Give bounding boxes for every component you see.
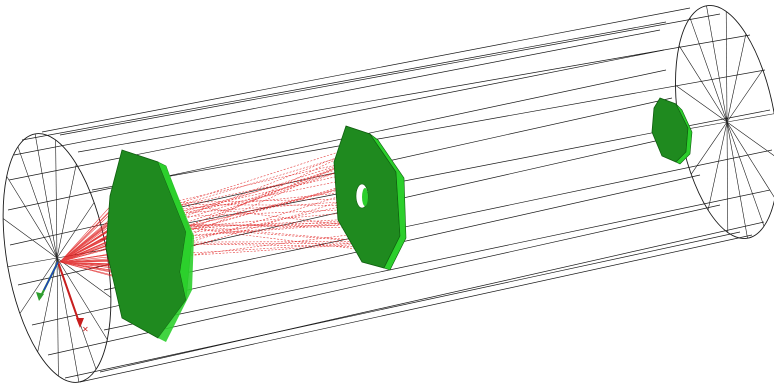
cap-spoke (725, 11, 728, 123)
cap-spoke (678, 45, 728, 123)
ray (158, 160, 355, 206)
ray (163, 149, 345, 209)
cap-spoke (37, 257, 58, 352)
ray (143, 152, 373, 244)
cap-spoke (56, 257, 59, 377)
cap-spoke (690, 121, 728, 175)
large-plate[interactable] (105, 149, 194, 342)
cap-spoke (2, 218, 58, 259)
ray (167, 220, 370, 238)
ray (158, 163, 342, 224)
cap-spoke (34, 133, 58, 259)
cap-spoke (726, 121, 748, 239)
cap-spoke (56, 257, 112, 298)
ray (156, 172, 352, 217)
cap-spoke (675, 84, 728, 123)
middle-plate[interactable] (333, 125, 407, 271)
ray (154, 200, 355, 216)
cap-spoke (726, 121, 765, 227)
x-axis-icon: ✕ (82, 325, 89, 334)
ray (164, 202, 360, 245)
cap-spoke (7, 257, 58, 267)
ray (164, 170, 342, 225)
ray (154, 224, 339, 226)
cap-spoke (56, 202, 95, 259)
cap-spoke (726, 121, 774, 198)
cap-spoke (55, 139, 58, 259)
ray-bundle (59, 149, 377, 280)
cylinder-right-cap (675, 5, 774, 239)
ray (145, 223, 348, 240)
z-axis (43, 261, 59, 291)
cap-spoke (17, 146, 58, 259)
ray (161, 212, 348, 230)
x-axis (57, 261, 81, 326)
ray (154, 198, 350, 204)
cap-spoke (707, 121, 728, 211)
ray (153, 222, 360, 241)
cap-spoke (726, 33, 747, 123)
cap-spoke (726, 113, 774, 123)
cap-spoke (19, 257, 58, 314)
ray (168, 188, 340, 232)
ray (168, 183, 352, 237)
axis-triad: ✕ (36, 261, 89, 334)
cap-spoke (56, 257, 108, 340)
cap-spoke (6, 176, 58, 259)
cap-spoke (726, 121, 729, 233)
ray (166, 244, 354, 258)
cap-spoke (56, 164, 77, 259)
cap-spoke (726, 69, 764, 123)
small-plate[interactable] (651, 97, 693, 165)
cap-spoke (56, 257, 80, 383)
cap-spoke (689, 17, 728, 123)
cap-spoke (726, 121, 774, 156)
ray (152, 152, 354, 214)
cap-spoke (706, 5, 728, 123)
